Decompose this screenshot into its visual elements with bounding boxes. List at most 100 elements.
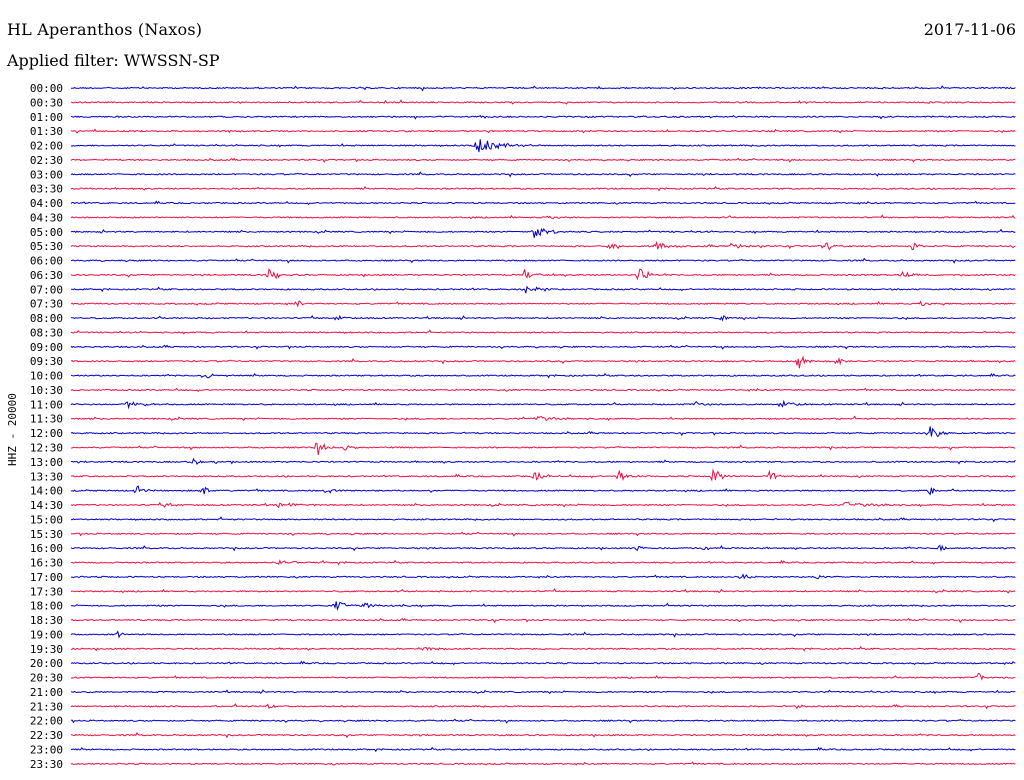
- time-label: 20:30: [30, 672, 63, 685]
- trace-row: [70, 214, 1016, 220]
- time-label: 23:30: [30, 758, 63, 771]
- trace-row: [70, 157, 1016, 163]
- trace-row: [70, 200, 1016, 206]
- seismic-traces: [70, 85, 1016, 766]
- time-label: 12:30: [30, 442, 63, 455]
- time-label: 02:00: [30, 140, 63, 153]
- trace-row: [70, 355, 1016, 369]
- time-label: 19:30: [30, 643, 63, 656]
- time-label: 04:00: [30, 197, 63, 210]
- trace-row: [70, 114, 1016, 120]
- trace-row: [71, 746, 1016, 753]
- time-label: 16:00: [30, 542, 63, 555]
- time-label: 08:30: [30, 326, 63, 339]
- time-label: 13:00: [30, 456, 63, 469]
- date-label: 2017-11-06: [923, 20, 1016, 39]
- trace-row: [70, 732, 1016, 739]
- trace-row: [70, 268, 1016, 281]
- trace-row: [70, 457, 1016, 466]
- time-label: 07:30: [30, 298, 63, 311]
- time-label: 07:00: [30, 283, 63, 296]
- time-label: 05:30: [30, 240, 63, 253]
- trace-row: [70, 185, 1016, 192]
- time-label: 16:30: [30, 557, 63, 570]
- trace-row: [70, 601, 1016, 611]
- time-label: 12:00: [30, 427, 63, 440]
- trace-row: [70, 300, 1016, 308]
- time-label: 21:30: [30, 700, 63, 713]
- time-label: 09:30: [30, 355, 63, 368]
- time-label: 18:00: [30, 600, 63, 613]
- trace-row: [70, 227, 1016, 238]
- time-label: 11:30: [30, 413, 63, 426]
- trace-row: [70, 314, 1016, 322]
- station-title: HL Aperanthos (Naxos): [7, 20, 203, 39]
- trace-row: [70, 468, 1016, 482]
- trace-row: [70, 372, 1016, 379]
- time-label: 06:30: [30, 269, 63, 282]
- trace-row: [70, 588, 1016, 594]
- time-label: 03:30: [30, 183, 63, 196]
- time-label: 23:00: [30, 743, 63, 756]
- time-label: 10:30: [30, 384, 63, 397]
- trace-row: [70, 703, 1016, 710]
- time-label: 06:00: [30, 255, 63, 268]
- time-label: 11:00: [30, 398, 63, 411]
- trace-row: [70, 139, 1016, 153]
- time-label: 09:00: [30, 341, 63, 354]
- trace-row: [70, 485, 1016, 496]
- trace-row: [70, 99, 1016, 105]
- time-label: 13:30: [30, 470, 63, 483]
- time-label: 14:30: [30, 499, 63, 512]
- trace-row: [70, 257, 1016, 264]
- time-label: 00:30: [30, 96, 63, 109]
- trace-row: [70, 387, 1016, 393]
- trace-row: [70, 689, 1016, 695]
- trace-row: [70, 240, 1016, 251]
- time-label: 15:00: [30, 513, 63, 526]
- time-label: 01:30: [30, 125, 63, 138]
- trace-row: [70, 761, 1016, 766]
- time-label: 03:00: [30, 168, 63, 181]
- time-label: 14:00: [30, 485, 63, 498]
- trace-row: [70, 171, 1016, 178]
- trace-row: [70, 559, 1016, 566]
- time-label: 10:00: [30, 370, 63, 383]
- trace-row: [70, 128, 1016, 134]
- trace-row: [70, 646, 1016, 652]
- time-label: 19:00: [30, 628, 63, 641]
- time-label: 18:30: [30, 614, 63, 627]
- trace-row: [70, 718, 1016, 724]
- time-label: 20:00: [30, 657, 63, 670]
- trace-row: [70, 415, 1016, 422]
- trace-row: [70, 531, 1016, 537]
- trace-row: [71, 85, 1016, 92]
- time-label: 05:00: [30, 226, 63, 239]
- time-label: 17:30: [30, 585, 63, 598]
- time-label: 02:30: [30, 154, 63, 167]
- time-label: 15:30: [30, 528, 63, 541]
- trace-row: [70, 617, 1016, 624]
- time-label: 00:00: [30, 82, 63, 95]
- time-label: 04:30: [30, 211, 63, 224]
- filter-label: Applied filter: WWSSN-SP: [7, 51, 220, 70]
- trace-row: [71, 573, 1016, 580]
- time-label: 22:00: [30, 715, 63, 728]
- trace-row: [71, 285, 1016, 294]
- channel-label: HHZ - 20000: [6, 393, 19, 466]
- trace-row: [70, 426, 1016, 437]
- trace-row: [70, 329, 1016, 335]
- time-label: 22:30: [30, 729, 63, 742]
- time-label: 17:00: [30, 571, 63, 584]
- time-label: 01:00: [30, 111, 63, 124]
- time-label: 08:00: [30, 312, 63, 325]
- trace-row: [70, 544, 1016, 553]
- trace-row: [71, 442, 1016, 456]
- trace-row: [70, 501, 1016, 509]
- trace-row: [70, 630, 1016, 639]
- trace-row: [70, 399, 1016, 410]
- trace-row: [70, 660, 1016, 666]
- trace-row: [70, 516, 1016, 523]
